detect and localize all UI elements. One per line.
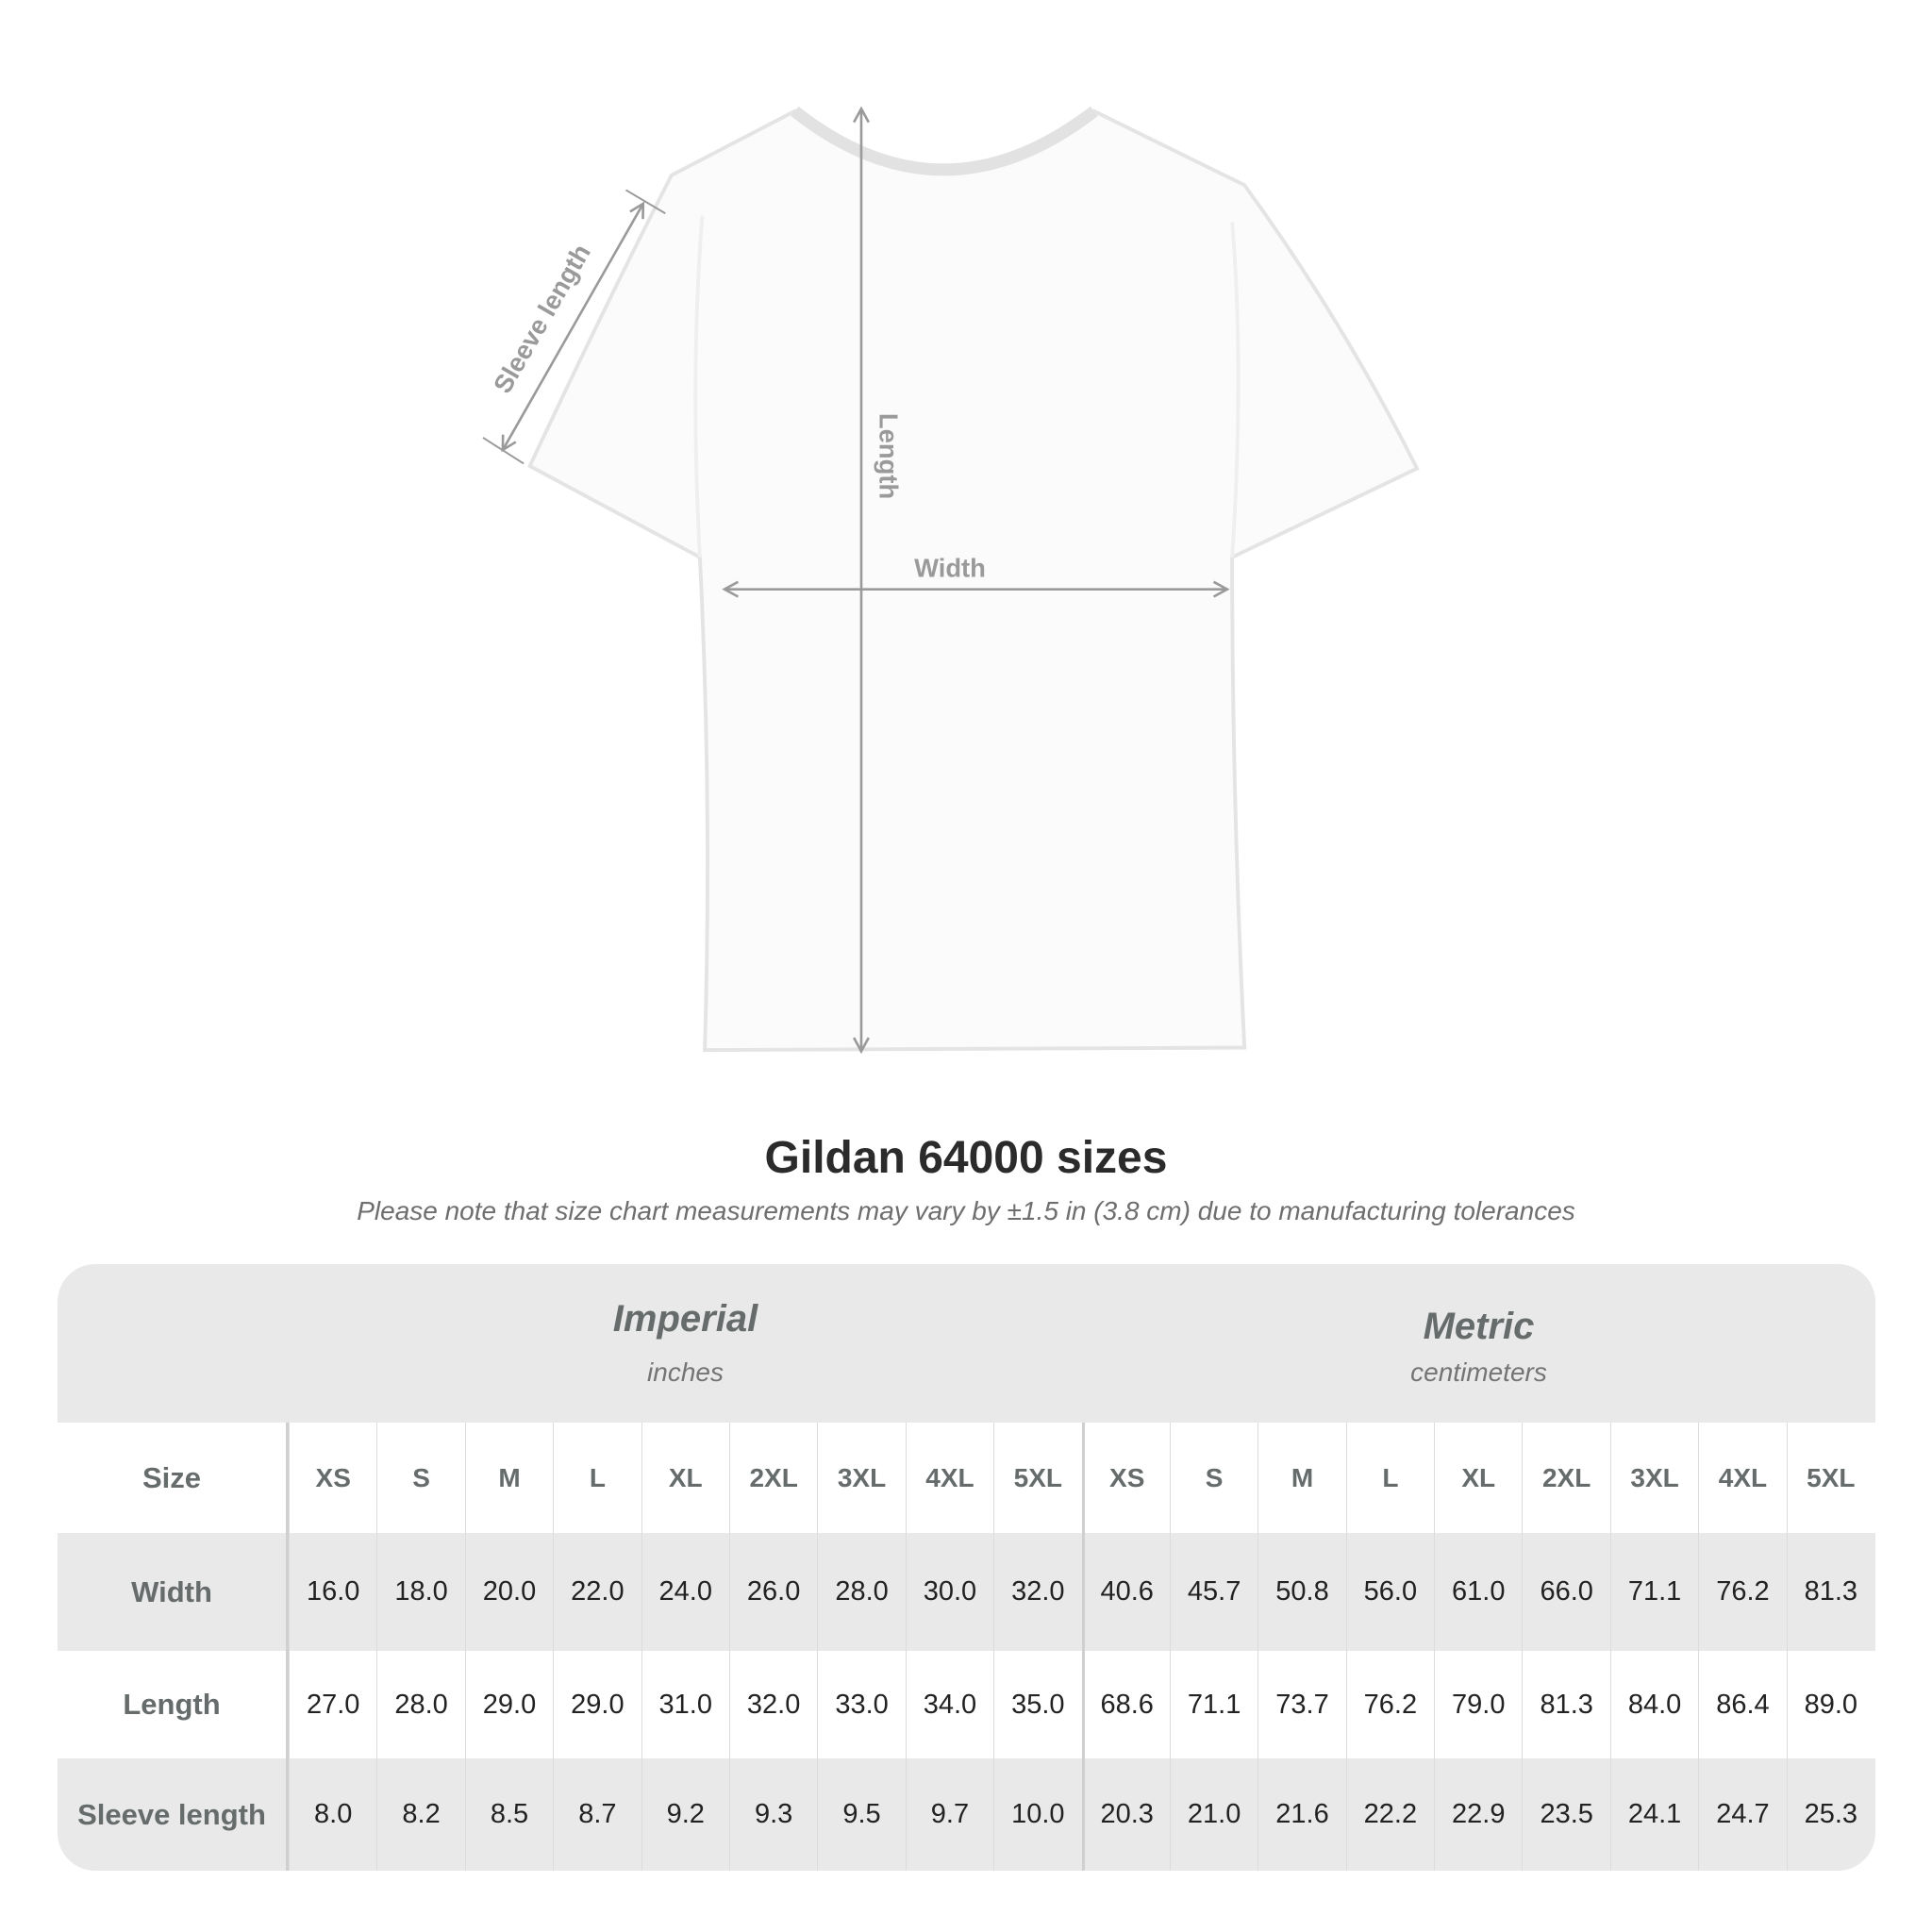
value-cell-metric: 22.9 [1434,1758,1522,1871]
metric-header: Metric centimeters [1082,1264,1875,1464]
chart-title: Gildan 64000 sizes [764,1133,1168,1183]
imperial-unit: inches [647,1357,724,1387]
value-cell-metric: 84.0 [1609,1651,1698,1758]
value-cell-metric: 50.8 [1257,1533,1345,1651]
value-cell-metric: 71.1 [1609,1533,1698,1651]
table-row: Width 16.0 18.0 20.0 22.0 24.0 26.0 28.0 30.0 32.… [58,1533,1875,1651]
value-cell-metric: 24.1 [1609,1758,1698,1871]
size-header-imperial: XL [641,1423,729,1533]
metric-title: Metric [1423,1306,1535,1347]
value-cell-imperial: 35.0 [993,1651,1081,1758]
table-row: Length 27.0 28.0 29.0 29.0 31.0 32.0 33.0 34.0 35… [58,1651,1875,1758]
tolerance-note: Please note that size chart measurements… [357,1196,1575,1225]
tshirt-measurement-diagram: Sleeve length Length Width [482,0,1420,1085]
value-cell-metric: 23.5 [1522,1758,1609,1871]
sleeve-measure-line [503,204,643,450]
size-header-imperial: 5XL [993,1423,1081,1533]
row-label: Length [58,1651,289,1758]
value-cell-metric: 22.2 [1345,1758,1434,1871]
size-header-imperial: M [464,1423,553,1533]
value-cell-imperial: 22.0 [553,1533,641,1651]
length-label: Length [874,413,904,499]
value-cell-imperial: 32.0 [993,1533,1081,1651]
value-cell-metric: 81.3 [1786,1533,1874,1651]
value-cell-metric: 56.0 [1345,1533,1434,1651]
value-cell-metric: 21.6 [1257,1758,1345,1871]
value-cell-imperial: 28.0 [376,1651,464,1758]
row-label: Width [58,1533,289,1651]
value-cell-imperial: 9.3 [728,1758,817,1871]
size-row-label: Size [58,1423,289,1533]
value-cell-imperial: 9.7 [905,1758,993,1871]
value-cell-imperial: 28.0 [817,1533,905,1651]
value-cell-metric: 24.7 [1698,1758,1786,1871]
size-header-imperial: XS [289,1423,376,1533]
value-cell-imperial: 20.0 [464,1533,553,1651]
value-cell-metric: 81.3 [1522,1651,1609,1758]
value-cell-imperial: 8.0 [289,1758,376,1871]
table-row: Sleeve length 8.0 8.2 8.5 8.7 9.2 9.3 9.5 9.7 10.… [58,1758,1875,1871]
value-cell-metric: 66.0 [1522,1533,1609,1651]
value-cell-metric: 61.0 [1434,1533,1522,1651]
value-cell-imperial: 32.0 [728,1651,817,1758]
value-cell-imperial: 30.0 [905,1533,993,1651]
value-cell-imperial: 8.2 [376,1758,464,1871]
row-label: Sleeve length [58,1758,289,1871]
value-cell-imperial: 10.0 [993,1758,1081,1871]
size-header-metric: 2XL [1522,1423,1609,1533]
width-label: Width [914,554,986,583]
value-cell-imperial: 9.5 [817,1758,905,1871]
size-header-metric: 3XL [1609,1423,1698,1533]
value-cell-metric: 71.1 [1169,1651,1257,1758]
size-header-metric: M [1257,1423,1345,1533]
value-cell-metric: 73.7 [1257,1651,1345,1758]
value-cell-imperial: 24.0 [641,1533,729,1651]
size-header-imperial: 4XL [905,1423,993,1533]
value-cell-metric: 76.2 [1698,1533,1786,1651]
value-cell-metric: 68.6 [1081,1651,1170,1758]
value-cell-metric: 89.0 [1786,1651,1874,1758]
size-header-imperial: 2XL [728,1423,817,1533]
value-cell-imperial: 29.0 [464,1651,553,1758]
size-header-metric: XS [1081,1423,1170,1533]
value-cell-metric: 20.3 [1081,1758,1170,1871]
value-cell-imperial: 18.0 [376,1533,464,1651]
value-cell-metric: 86.4 [1698,1651,1786,1758]
value-cell-imperial: 34.0 [905,1651,993,1758]
metric-unit: centimeters [1410,1357,1547,1387]
value-cell-metric: 79.0 [1434,1651,1522,1758]
value-cell-imperial: 33.0 [817,1651,905,1758]
value-cell-imperial: 27.0 [289,1651,376,1758]
size-table: Imperial inches Metric centimeters Size X… [58,1264,1875,1871]
value-cell-imperial: 8.5 [464,1758,553,1871]
size-header-metric: L [1345,1423,1434,1533]
value-cell-metric: 40.6 [1081,1533,1170,1651]
value-cell-imperial: 9.2 [641,1758,729,1871]
size-header-imperial: S [376,1423,464,1533]
value-cell-imperial: 29.0 [553,1651,641,1758]
size-header-metric: S [1169,1423,1257,1533]
size-header-metric: 4XL [1698,1423,1786,1533]
value-cell-metric: 25.3 [1786,1758,1874,1871]
size-header-metric: 5XL [1786,1423,1874,1533]
value-cell-imperial: 16.0 [289,1533,376,1651]
table-row: Size XS S M L XL 2XL 3XL 4XL 5XL XS S M L XL 2XL 3XL 4XL 5… [58,1423,1875,1533]
value-cell-imperial: 31.0 [641,1651,729,1758]
size-header-metric: XL [1434,1423,1522,1533]
imperial-title: Imperial [612,1298,758,1340]
size-header-imperial: 3XL [817,1423,905,1533]
value-cell-metric: 45.7 [1169,1533,1257,1651]
size-header-imperial: L [553,1423,641,1533]
value-cell-metric: 21.0 [1169,1758,1257,1871]
value-cell-imperial: 26.0 [728,1533,817,1651]
value-cell-imperial: 8.7 [553,1758,641,1871]
imperial-header: Imperial inches [289,1264,1082,1457]
value-cell-metric: 76.2 [1345,1651,1434,1758]
